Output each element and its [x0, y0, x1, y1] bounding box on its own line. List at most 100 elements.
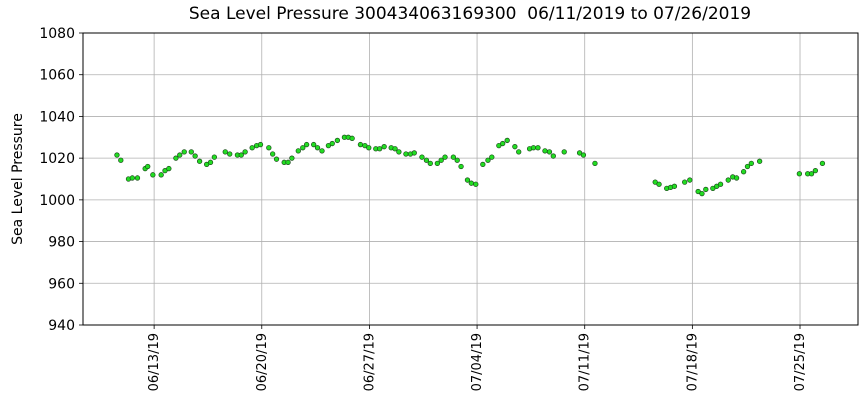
point: [188, 149, 194, 155]
point: [530, 145, 537, 151]
point: [756, 158, 763, 164]
point: [473, 181, 479, 187]
point: [500, 140, 506, 147]
point: [134, 175, 141, 181]
y-tick-label: 1040: [39, 109, 75, 125]
point: [427, 160, 433, 167]
point: [181, 149, 187, 155]
point: [114, 152, 120, 158]
plot-frame: [82, 32, 859, 326]
point: [423, 157, 430, 163]
y-tick-label: 980: [48, 235, 75, 251]
point: [349, 135, 355, 141]
point: [808, 171, 815, 177]
point: [796, 171, 803, 177]
y-tick-label: 1020: [39, 151, 75, 167]
point: [366, 145, 372, 151]
point: [392, 146, 398, 152]
point: [733, 175, 740, 181]
point: [295, 148, 301, 154]
point: [434, 160, 440, 167]
point: [592, 160, 598, 167]
point: [450, 154, 457, 160]
point: [561, 149, 567, 155]
point: [118, 157, 124, 163]
point: [319, 148, 325, 154]
x-tick-label: 06/20/19: [255, 333, 270, 391]
point: [740, 169, 747, 175]
x-tick-label: 07/25/19: [793, 333, 808, 391]
point: [314, 145, 321, 151]
point: [419, 154, 425, 160]
point: [682, 179, 688, 185]
x-tick-label: 07/04/19: [470, 333, 485, 391]
point: [192, 153, 198, 159]
point: [145, 163, 151, 170]
x-tick-label: 06/13/19: [147, 333, 162, 391]
point: [454, 157, 460, 163]
point: [744, 163, 751, 170]
point: [725, 177, 731, 183]
point: [207, 159, 214, 165]
point: [717, 181, 724, 187]
point: [266, 145, 272, 151]
point: [381, 144, 387, 150]
point: [512, 144, 518, 150]
point: [257, 141, 264, 148]
point: [289, 155, 295, 161]
point: [550, 153, 556, 159]
point: [542, 148, 548, 154]
point: [403, 151, 409, 157]
point: [177, 152, 183, 158]
point: [303, 141, 310, 148]
point: [158, 172, 164, 178]
point: [270, 151, 276, 157]
y-tick-label: 1080: [39, 26, 75, 42]
point: [211, 154, 218, 160]
y-tick-label: 1060: [39, 68, 75, 84]
y-tick-label: 1000: [39, 193, 75, 209]
point: [458, 163, 464, 170]
point: [516, 149, 522, 155]
point: [819, 160, 826, 167]
point: [671, 183, 678, 189]
point: [504, 137, 510, 144]
point: [396, 149, 402, 155]
point: [242, 149, 248, 155]
point: [546, 149, 553, 155]
x-tick-label: 07/18/19: [685, 333, 700, 391]
point: [748, 160, 754, 167]
point: [411, 150, 417, 156]
point: [222, 149, 228, 155]
point: [812, 168, 819, 174]
point: [173, 155, 179, 161]
point: [300, 145, 306, 151]
point: [438, 157, 444, 163]
point: [357, 141, 364, 148]
point: [377, 146, 383, 152]
point: [227, 151, 233, 157]
point: [196, 158, 203, 164]
point: [703, 186, 709, 193]
point: [329, 140, 335, 147]
point: [273, 156, 280, 162]
y-tick-label: 940: [48, 318, 75, 334]
point: [535, 145, 541, 151]
point: [166, 165, 172, 172]
point: [656, 181, 662, 187]
point: [687, 177, 693, 183]
point: [464, 177, 471, 183]
y-axis-label: Sea Level Pressure: [10, 113, 26, 245]
x-tick-label: 06/27/19: [362, 333, 377, 391]
point: [249, 145, 255, 151]
point: [334, 137, 341, 144]
y-tick-label: 960: [48, 276, 75, 292]
point: [489, 154, 495, 160]
point: [238, 152, 244, 158]
point: [480, 161, 486, 168]
point: [580, 152, 587, 158]
point: [442, 154, 448, 160]
point: [311, 141, 317, 148]
point: [129, 175, 135, 181]
point: [285, 159, 291, 165]
